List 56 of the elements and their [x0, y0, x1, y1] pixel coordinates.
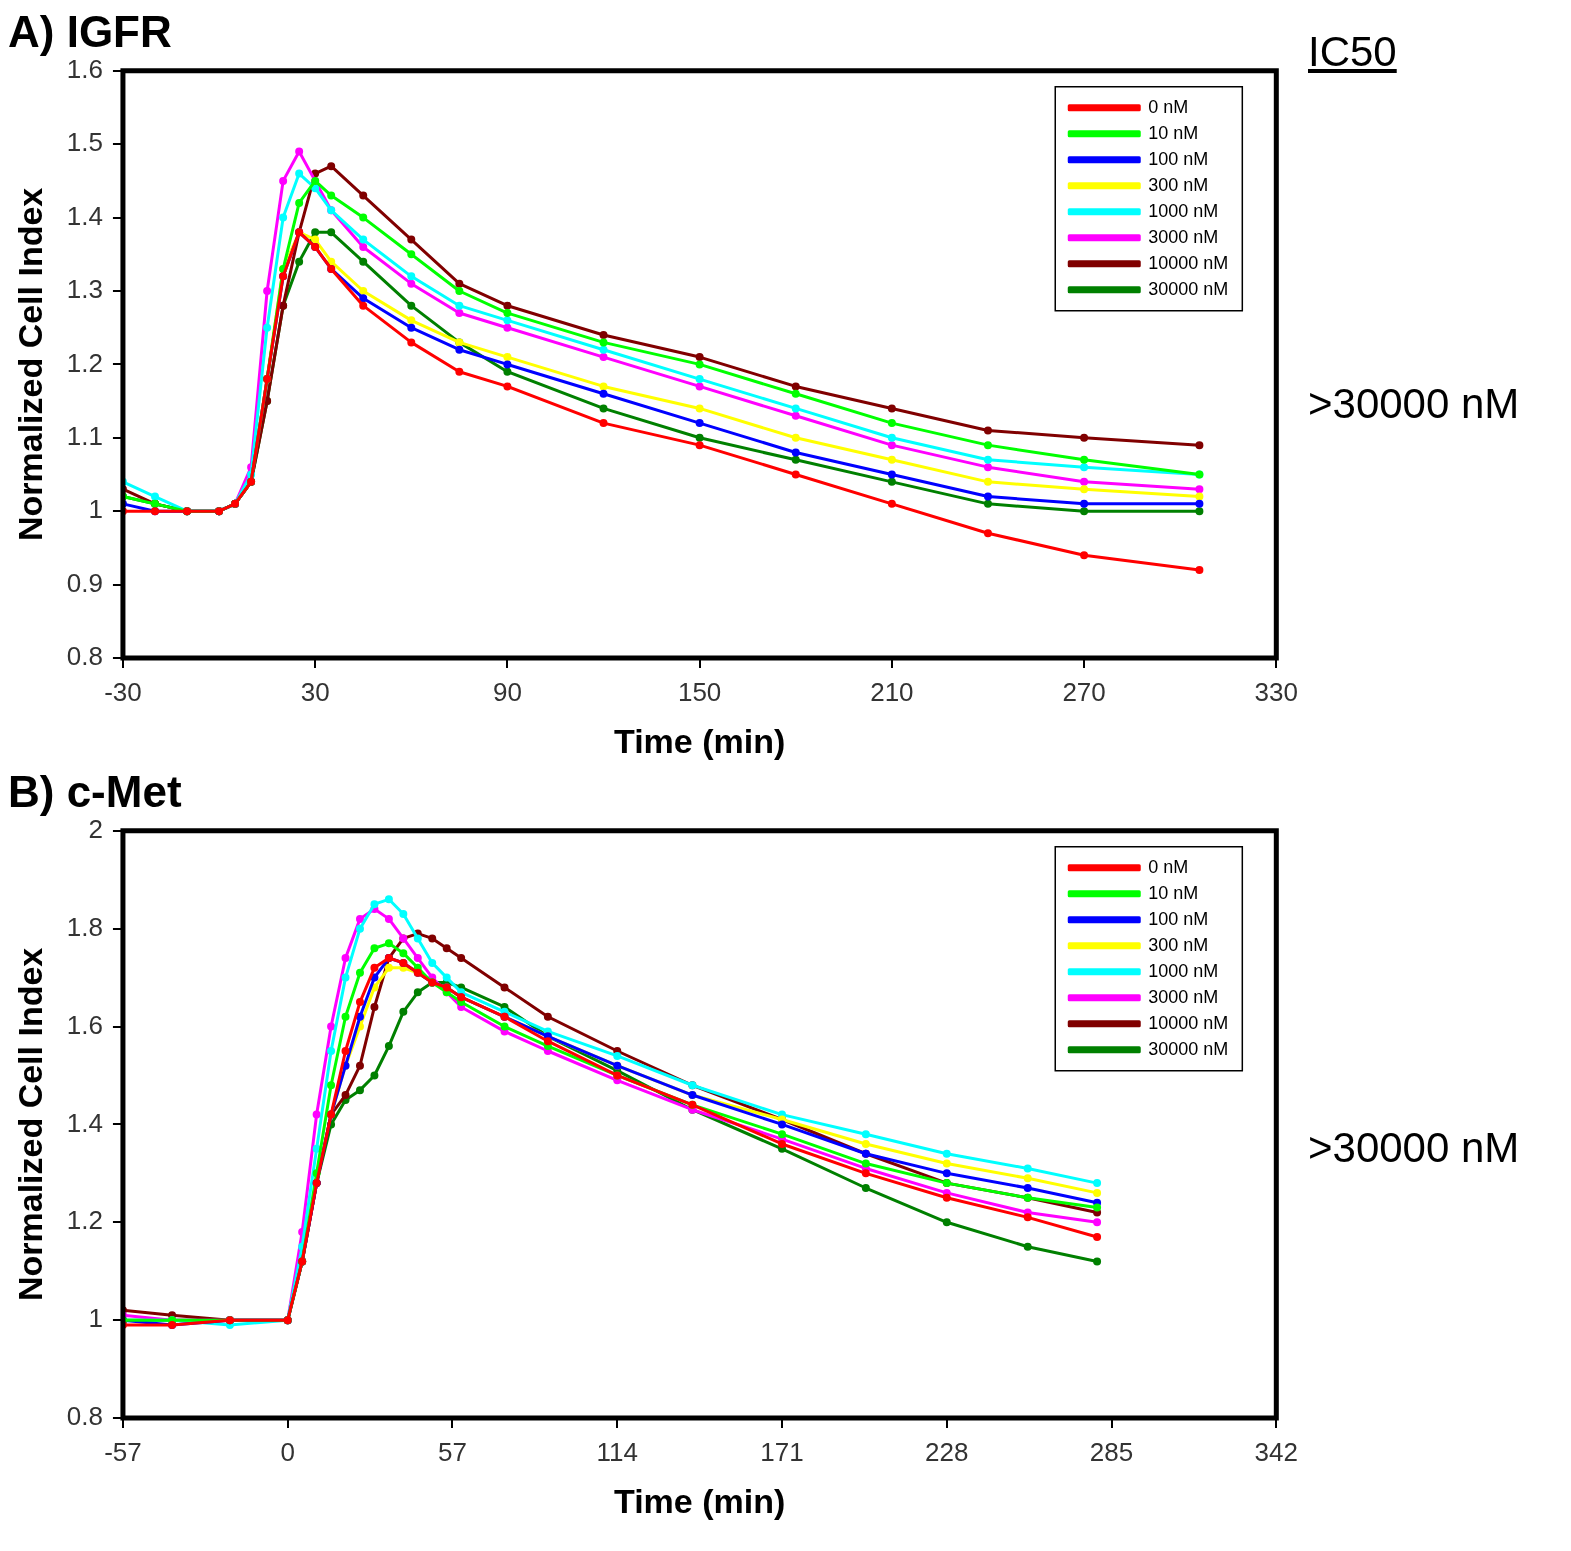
text: >30000 nM	[1308, 380, 1521, 428]
y-tick-label: 1.4	[66, 200, 103, 231]
legend-label: 10000 nM	[1148, 252, 1229, 273]
y-tick-label: 1.2	[66, 1205, 103, 1236]
legend-label: 10 nM	[1148, 122, 1199, 143]
chart-title: A) IGFR	[8, 6, 172, 56]
x-tick-label: 57	[438, 1436, 467, 1467]
text: >30000 nM	[1308, 1124, 1521, 1172]
legend-label: 0 nM	[1148, 856, 1189, 877]
y-tick-label: 1.8	[66, 911, 103, 942]
legend-label: 3000 nM	[1148, 986, 1219, 1007]
y-tick-label: 2	[88, 813, 103, 844]
y-tick-label: 1.6	[66, 53, 103, 84]
chart-title: B) c-Met	[8, 766, 182, 816]
y-tick-label: 0.8	[66, 1401, 103, 1432]
x-tick-label: 285	[1089, 1436, 1134, 1467]
x-tick-label: 342	[1254, 1436, 1299, 1467]
x-tick-label: 0	[280, 1436, 295, 1467]
x-tick-label: 270	[1062, 676, 1106, 707]
x-tick-label: 228	[925, 1436, 969, 1467]
x-tick-label: 150	[677, 676, 722, 707]
y-tick-label: 1.1	[66, 420, 103, 451]
legend-label: 300 nM	[1148, 174, 1209, 195]
y-axis-title: Normalized Cell Index	[10, 187, 49, 542]
x-axis-title: Time (min)	[613, 721, 786, 760]
y-tick-label: 1.3	[66, 274, 103, 305]
y-axis-title: Normalized Cell Index	[10, 947, 49, 1302]
text: IC50	[1308, 28, 1398, 76]
x-tick-label: 90	[492, 676, 522, 707]
y-tick-label: 1.6	[66, 1009, 103, 1040]
legend-label: 0 nM	[1148, 96, 1189, 117]
legend-label: 10 nM	[1148, 882, 1199, 903]
x-tick-label: 330	[1254, 676, 1299, 707]
x-tick-label: 210	[870, 676, 914, 707]
x-tick-label: 171	[760, 1436, 804, 1467]
legend-label: 100 nM	[1148, 148, 1209, 169]
x-tick-label: -30	[104, 676, 142, 707]
legend-label: 10000 nM	[1148, 1012, 1229, 1033]
y-tick-label: 1.5	[66, 127, 103, 158]
y-tick-label: 0.9	[66, 567, 103, 598]
x-axis-title: Time (min)	[613, 1481, 786, 1520]
legend-label: 30000 nM	[1148, 1038, 1229, 1059]
legend-label: 1000 nM	[1148, 960, 1219, 981]
legend-label: 1000 nM	[1148, 200, 1219, 221]
x-tick-label: 114	[596, 1436, 638, 1467]
y-tick-label: 1.2	[66, 347, 103, 378]
y-tick-label: 1	[88, 1303, 103, 1334]
legend-label: 300 nM	[1148, 934, 1209, 955]
legend-label: 100 nM	[1148, 908, 1209, 929]
x-tick-label: 30	[300, 676, 330, 707]
legend-label: 3000 nM	[1148, 226, 1219, 247]
x-tick-label: -57	[104, 1436, 142, 1467]
y-tick-label: 1	[88, 494, 103, 525]
y-tick-label: 1.4	[66, 1107, 103, 1138]
y-tick-label: 0.8	[66, 641, 103, 672]
legend-label: 30000 nM	[1148, 278, 1229, 299]
